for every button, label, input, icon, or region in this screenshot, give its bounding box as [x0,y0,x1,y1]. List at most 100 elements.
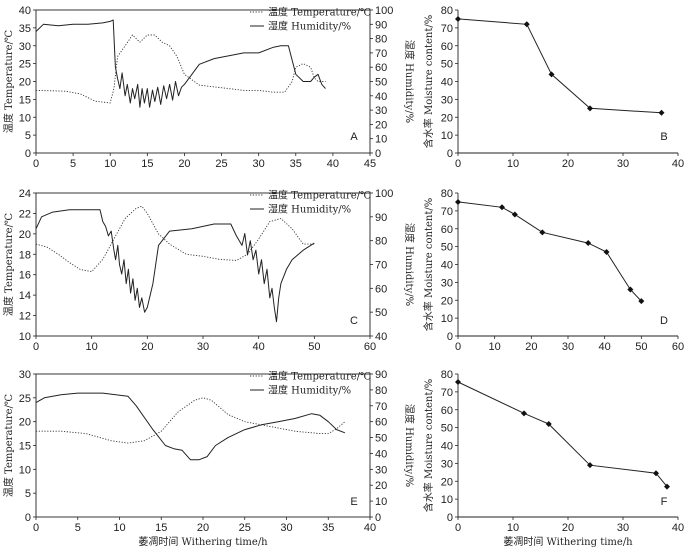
y-tick-label: 10 [441,313,453,325]
x-tick-label: 25 [239,522,251,534]
x-tick-label: 30 [562,341,574,353]
y-tick-label: 16 [19,270,31,282]
x-axis-title-time: 萎凋时间 Withering time/h [138,535,268,548]
y-tick-label: 60 [441,224,453,236]
x-tick-label: 30 [617,522,629,534]
chart-panel-b: 0 10 20 30 40 0 10 20 30 40 50 60 70 80 含水率 Moisture c… [422,5,684,170]
y-tick-label: 10 [19,331,31,343]
data-point [658,109,665,116]
legend-label-humidity: 湿度 Humidity/% [268,20,351,33]
x-tick-label: 0 [33,341,39,353]
data-point [521,410,527,417]
x-tick-label: 20 [141,341,153,353]
y-tick-label: 20 [441,112,453,124]
data-point [627,286,634,293]
x-tick-label: 35 [322,522,334,534]
y2-tick-label: 30 [375,464,387,476]
legend-label-temperature: 温度 Temperature/℃ [268,189,371,202]
y-tick-label: 0 [447,512,453,524]
y-axis-title-moisture: 含水率 Moisture content/% [422,198,435,331]
y-axis-title-moisture: 含水率 Moisture content/% [422,379,435,512]
data-point [523,21,530,28]
data-point [548,71,555,78]
y2-tick-label: 10 [375,134,387,146]
y-tick-label: 50 [441,423,453,435]
data-point [587,462,593,469]
x-tick-label: 20 [562,522,574,534]
y2-tick-label: 100 [375,188,393,200]
x-tick-label: 50 [308,341,320,353]
x-tick-label: 50 [635,341,647,353]
x-tick-label: 25 [215,158,227,170]
data-point [455,15,461,22]
y-tick-label: 0 [447,331,453,343]
series-line-humidity [35,392,346,461]
y2-tick-label: 0 [375,148,381,160]
x-tick-label: 10 [86,341,98,353]
series-line-moisture [457,201,642,302]
y-tick-label: 50 [441,242,453,254]
x-tick-label: 15 [141,158,153,170]
y-tick-label: 70 [441,206,453,218]
y-tick-label: 5 [25,130,31,142]
x-tick-label: 20 [197,522,209,534]
x-tick-label: 30 [253,158,265,170]
legend-label-temperature: 温度 Temperature/℃ [268,6,371,19]
y-tick-label: 60 [441,405,453,417]
y-tick-label: 14 [19,290,31,302]
y2-tick-label: 20 [375,119,387,131]
data-point [587,105,593,112]
y-tick-label: 40 [19,5,31,17]
y2-tick-label: 60 [375,417,387,429]
y2-tick-label: 80 [375,34,387,46]
y-tick-label: 40 [441,260,453,272]
data-point [603,248,610,255]
x-tick-label: 40 [599,341,611,353]
y-tick-label: 10 [19,112,31,124]
x-tick-label: 40 [327,158,339,170]
y-tick-label: 30 [441,277,453,289]
x-tick-label: 10 [507,158,519,170]
y-axis-title-moisture: 含水率 Moisture content/% [422,15,435,148]
y-tick-label: 30 [19,41,31,53]
y-axis-title-temperature: 温度 Temperature/℃ [2,30,15,133]
y-tick-label: 10 [441,130,453,142]
y2-tick-label: 40 [375,331,387,343]
data-point [664,483,670,490]
y2-tick-label: 80 [375,236,387,248]
x-tick-label: 30 [280,522,292,534]
y-tick-label: 80 [441,369,453,381]
x-axis-title-time: 萎凋时间 Withering time/h [503,535,633,548]
y-tick-label: 0 [447,148,453,160]
y2-tick-label: 50 [375,77,387,89]
x-tick-label: 0 [455,522,461,534]
x-tick-label: 15 [155,522,167,534]
x-tick-label: 40 [253,341,265,353]
y2-tick-label: 40 [375,448,387,460]
y2-tick-label: 100 [375,5,393,17]
y-tick-label: 10 [19,464,31,476]
y2-tick-label: 90 [375,212,387,224]
y-tick-label: 25 [19,393,31,405]
y2-tick-label: 70 [375,48,387,60]
y2-tick-label: 90 [375,19,387,31]
series-line-humidity [35,209,315,323]
data-point [585,240,592,247]
y2-tick-label: 40 [375,91,387,103]
series-line-temperature [35,205,315,273]
y2-tick-label: 60 [375,283,387,295]
data-point [511,211,518,218]
panel-letter-f: F [661,496,668,508]
y-tick-label: 30 [441,458,453,470]
y-tick-label: 5 [25,488,31,500]
data-point [653,470,659,477]
y-tick-label: 20 [441,476,453,488]
y-tick-label: 15 [19,94,31,106]
y-tick-label: 80 [441,188,453,200]
legend-label-humidity: 湿度 Humidity/% [268,384,351,397]
y-tick-label: 15 [19,441,31,453]
data-point [455,379,461,386]
x-tick-label: 40 [672,522,684,534]
y-tick-label: 30 [441,94,453,106]
y-axis-title-temperature: 温度 Temperature/℃ [2,213,15,316]
